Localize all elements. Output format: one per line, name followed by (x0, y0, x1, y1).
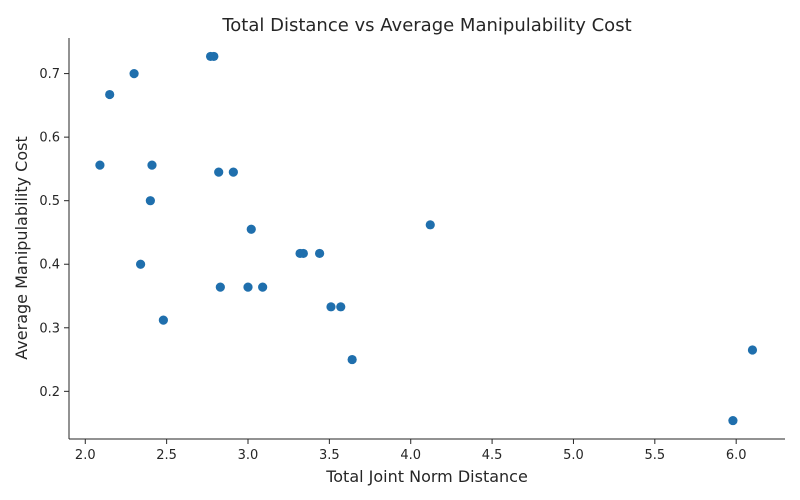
data-point (336, 302, 346, 312)
y-tick-label: 0.3 (39, 321, 60, 336)
data-point (425, 220, 435, 230)
chart-title: Total Distance vs Average Manipulability… (221, 15, 631, 36)
y-tick-label: 0.7 (39, 67, 60, 82)
x-tick-label: 5.0 (563, 448, 584, 463)
y-tick-label: 0.6 (39, 131, 60, 146)
x-tick-label: 2.0 (75, 448, 96, 463)
y-tick-label: 0.5 (39, 194, 60, 209)
data-point (209, 51, 219, 62)
data-point (298, 248, 308, 259)
data-point (243, 282, 253, 292)
data-point (347, 354, 357, 365)
data-point (747, 345, 758, 355)
data-point (145, 196, 155, 206)
data-point (215, 282, 225, 292)
y-tick-label: 0.4 (39, 258, 60, 273)
data-point (129, 68, 139, 79)
data-point (158, 315, 168, 325)
x-axis: 2.0 2.5 3.0 3.5 4.0 4.5 5.0 5.5 6.0 (69, 438, 785, 463)
data-point (326, 302, 336, 312)
data-point (258, 282, 268, 292)
x-tick-label: 3.0 (238, 448, 259, 463)
data-point (246, 224, 256, 234)
x-tick-label: 4.0 (400, 448, 421, 463)
x-axis-label: Total Joint Norm Distance (325, 467, 528, 486)
data-point (315, 248, 325, 259)
data-point (147, 160, 157, 170)
data-points (95, 51, 758, 426)
data-point (95, 160, 105, 170)
x-tick-label: 2.5 (156, 448, 177, 463)
data-point (728, 415, 738, 426)
data-point (214, 167, 224, 177)
data-point (228, 167, 238, 177)
y-axis-label: Average Manipulability Cost (12, 136, 31, 359)
y-tick-label: 0.2 (39, 385, 60, 400)
x-tick-label: 5.5 (644, 448, 665, 463)
x-tick-label: 6.0 (726, 448, 747, 463)
data-point (105, 89, 115, 100)
x-tick-label: 3.5 (319, 448, 340, 463)
x-tick-label: 4.5 (482, 448, 503, 463)
data-point (136, 259, 146, 269)
y-axis: 0.2 0.3 0.4 0.5 0.6 0.7 (39, 38, 70, 439)
